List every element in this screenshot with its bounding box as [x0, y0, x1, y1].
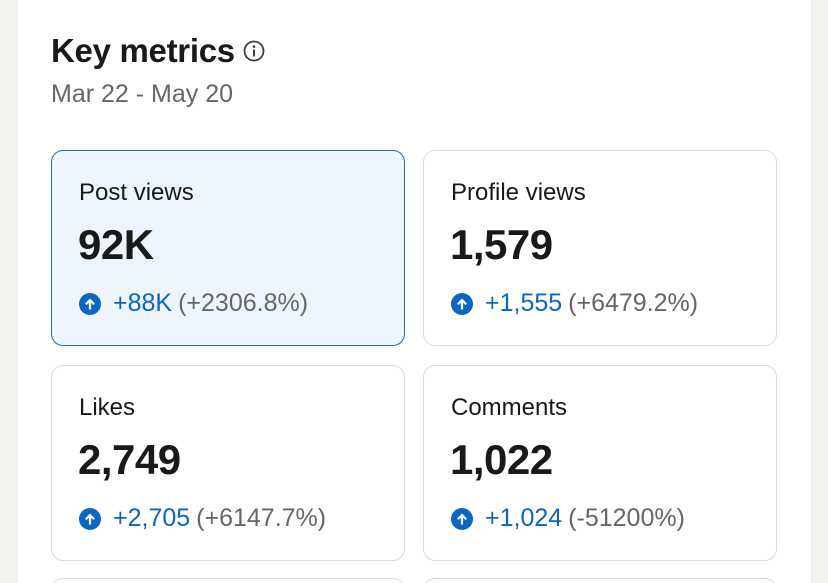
metric-change: +1,555 (+6479.2%): [451, 289, 698, 318]
metric-value: 2,749: [78, 436, 181, 483]
metric-percent-change: (+2306.8%): [178, 289, 309, 317]
metric-value: 92K: [78, 221, 154, 268]
arrow-up-circle-icon: [451, 507, 473, 530]
metric-card-comments[interactable]: Comments 1,022 +1,024 (-51200%): [423, 365, 777, 561]
metric-label: Post views: [79, 179, 194, 206]
metric-label: Profile views: [451, 179, 586, 206]
metric-card-post-views[interactable]: Post views 92K +88K (+2306.8%): [51, 150, 405, 346]
metric-delta: +1,024: [485, 504, 563, 532]
metric-delta: +1,555: [485, 289, 563, 317]
metric-card-partial-right[interactable]: [423, 578, 777, 583]
metric-percent-change: (+6479.2%): [568, 289, 699, 317]
metric-percent-change: (-51200%): [568, 504, 685, 532]
metric-card-likes[interactable]: Likes 2,749 +2,705 (+6147.7%): [51, 365, 405, 561]
metric-delta: +88K: [113, 289, 173, 317]
metric-label: Comments: [451, 394, 568, 421]
metric-card-profile-views[interactable]: Profile views 1,579 +1,555 (+6479.2%): [423, 150, 777, 346]
metric-percent-change: (+6147.7%): [196, 504, 327, 532]
arrow-up-circle-icon: [79, 507, 101, 530]
info-icon[interactable]: [243, 40, 265, 62]
left-background: [0, 0, 18, 583]
right-background: [811, 0, 828, 583]
panel-header: Key metrics Mar 22 - May 20: [51, 28, 265, 109]
metric-change: +2,705 (+6147.7%): [79, 504, 326, 533]
title-row: Key metrics: [51, 28, 265, 74]
metric-value: 1,022: [450, 436, 553, 483]
date-range: Mar 22 - May 20: [51, 80, 234, 108]
metric-value: 1,579: [450, 221, 553, 268]
metric-change: +88K (+2306.8%): [79, 289, 308, 318]
metric-label: Likes: [79, 394, 136, 421]
metric-delta: +2,705: [113, 504, 191, 532]
page-title: Key metrics: [51, 32, 235, 69]
metric-card-partial-left[interactable]: [51, 578, 405, 583]
arrow-up-circle-icon: [79, 292, 101, 315]
metric-change: +1,024 (-51200%): [451, 504, 685, 533]
arrow-up-circle-icon: [451, 292, 473, 315]
key-metrics-panel: Key metrics Mar 22 - May 20 Post views 9…: [18, 0, 811, 583]
